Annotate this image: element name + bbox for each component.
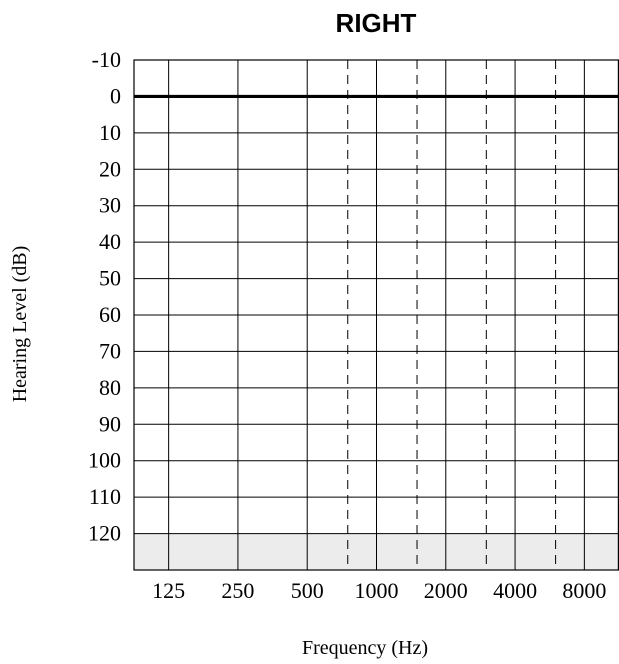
y-tick-label: 70 (99, 338, 121, 363)
y-tick-label: 50 (99, 266, 121, 291)
y-tick-label: 90 (99, 411, 121, 436)
x-tick-label: 4000 (493, 578, 537, 603)
y-tick-label: -10 (92, 47, 121, 72)
x-tick-label: 500 (291, 578, 324, 603)
chart-title: RIGHT (336, 8, 417, 38)
y-tick-label: 60 (99, 302, 121, 327)
y-tick-label: 20 (99, 156, 121, 181)
y-tick-label: 100 (88, 448, 121, 473)
x-tick-labels: 125 250 500 1000 2000 4000 8000 (152, 578, 606, 603)
y-tick-label: 110 (89, 484, 121, 509)
x-tick-label: 250 (221, 578, 254, 603)
y-tick-label: 0 (110, 83, 121, 108)
y-tick-label: 80 (99, 375, 121, 400)
x-tick-label: 125 (152, 578, 185, 603)
y-tick-label: 30 (99, 193, 121, 218)
y-tick-labels: -10 0 10 20 30 40 50 60 70 80 90 100 110 120 (88, 47, 121, 546)
x-axis-label: Frequency (Hz) (302, 637, 428, 659)
x-tick-label: 8000 (562, 578, 606, 603)
x-tick-label: 2000 (424, 578, 468, 603)
x-tick-label: 1000 (355, 578, 399, 603)
y-tick-label: 10 (99, 120, 121, 145)
y-axis-label: Hearing Level (dB) (9, 246, 31, 403)
y-tick-label: 40 (99, 229, 121, 254)
y-tick-label: 120 (88, 521, 121, 546)
plot-frame (133, 59, 619, 571)
